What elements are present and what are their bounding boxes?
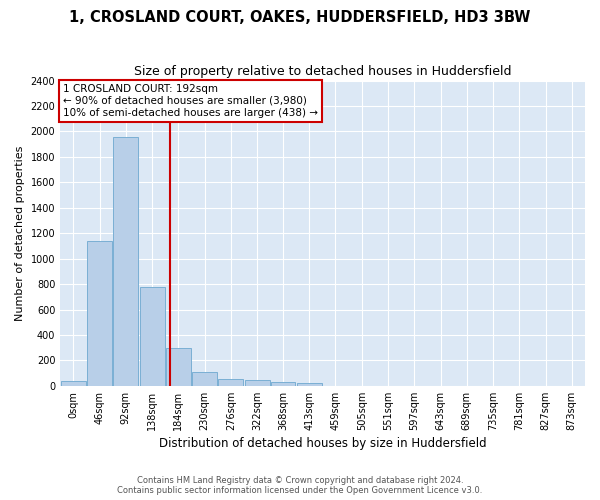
Bar — [218, 380, 244, 386]
Bar — [192, 372, 217, 386]
Bar — [87, 241, 112, 386]
Title: Size of property relative to detached houses in Huddersfield: Size of property relative to detached ho… — [134, 65, 511, 78]
Y-axis label: Number of detached properties: Number of detached properties — [15, 146, 25, 321]
Bar — [296, 384, 322, 386]
Text: Contains HM Land Registry data © Crown copyright and database right 2024.
Contai: Contains HM Land Registry data © Crown c… — [118, 476, 482, 495]
Bar — [245, 380, 269, 386]
Text: 1 CROSLAND COURT: 192sqm
← 90% of detached houses are smaller (3,980)
10% of sem: 1 CROSLAND COURT: 192sqm ← 90% of detach… — [63, 84, 318, 117]
Bar — [166, 348, 191, 386]
Bar — [271, 382, 295, 386]
Bar — [140, 286, 164, 386]
Bar — [61, 382, 86, 386]
Text: 1, CROSLAND COURT, OAKES, HUDDERSFIELD, HD3 3BW: 1, CROSLAND COURT, OAKES, HUDDERSFIELD, … — [70, 10, 530, 25]
X-axis label: Distribution of detached houses by size in Huddersfield: Distribution of detached houses by size … — [159, 437, 487, 450]
Bar — [113, 136, 139, 386]
